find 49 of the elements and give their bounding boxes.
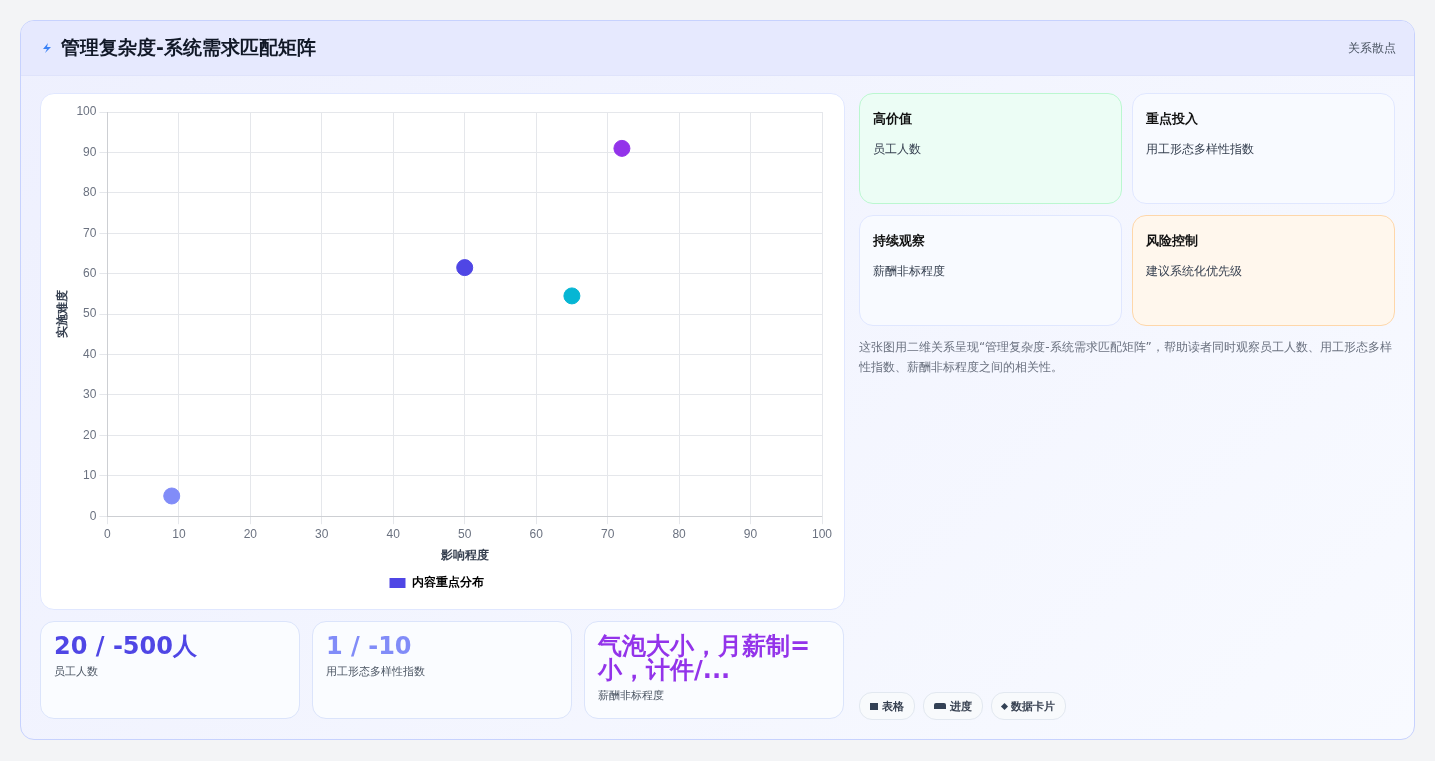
y-tick-label: 80 <box>83 185 97 200</box>
y-tick-label: 90 <box>83 144 97 159</box>
x-tick-label: 80 <box>672 526 687 541</box>
text: 数据卡片 <box>1011 698 1055 714</box>
text: 进度 <box>950 698 972 714</box>
text: 建议系统化优先级 <box>1146 264 1242 278</box>
text: 关系散点 <box>1348 40 1396 57</box>
point <box>163 487 181 505</box>
x-axis-title: 影响程度 <box>439 548 489 563</box>
y-axis-title: 实施难度 <box>54 290 69 339</box>
y-tick-label: 30 <box>83 387 97 402</box>
x-tick-label: 90 <box>743 526 758 541</box>
text: 薪酬非标程度 <box>873 264 945 278</box>
x-tick-label: 10 <box>172 526 186 541</box>
text: 员工人数 <box>873 142 921 156</box>
text: 员工人数 <box>54 664 99 679</box>
y-tick-label: 10 <box>83 468 97 483</box>
y-tick-label: 50 <box>83 306 97 321</box>
x-tick-label: 100 <box>811 526 833 541</box>
x-tick-label: 40 <box>386 526 401 541</box>
legend-label: 内容重点分布 <box>411 575 484 590</box>
point <box>563 287 581 305</box>
x-tick-label: 60 <box>529 526 544 541</box>
y-tick-label: 20 <box>83 427 97 442</box>
x-tick-label: 50 <box>458 526 472 541</box>
y-tick-label: 40 <box>83 346 97 361</box>
chart-title: 管理复杂度-系统需求匹配矩阵 <box>61 35 316 60</box>
text: 这张图用二维关系呈现“管理复杂度-系统需求匹配矩阵”，帮助读者同时观察员工人数、用工形态多样性指数、薪酬非标程度之间的相关性。 <box>859 339 1393 376</box>
text: 用工形态多样性指数 <box>1146 142 1254 156</box>
x-tick-label: 70 <box>600 526 615 541</box>
text: 20 / -500人 <box>54 632 198 660</box>
point <box>456 259 474 277</box>
x-tick-label: 0 <box>104 526 112 541</box>
x-tick-label: 20 <box>243 526 258 541</box>
x-tick-label: 30 <box>315 526 329 541</box>
text: 重点投入 <box>1146 110 1199 128</box>
text: 1 / -10 <box>326 632 413 660</box>
text: 用工形态多样性指数 <box>326 664 426 679</box>
y-tick-label: 70 <box>83 225 97 240</box>
text: 气泡大小，月薪制=小，计件/... <box>598 632 812 684</box>
point <box>613 139 631 157</box>
y-tick-label: 60 <box>83 265 97 280</box>
y-tick-label: 100 <box>76 104 97 119</box>
y-tick-label: 0 <box>89 508 97 523</box>
text: 表格 <box>882 698 904 714</box>
text: 高价值 <box>873 110 913 128</box>
text: 薪酬非标程度 <box>598 688 665 703</box>
text: 风险控制 <box>1146 232 1199 250</box>
text: 持续观察 <box>873 232 926 250</box>
